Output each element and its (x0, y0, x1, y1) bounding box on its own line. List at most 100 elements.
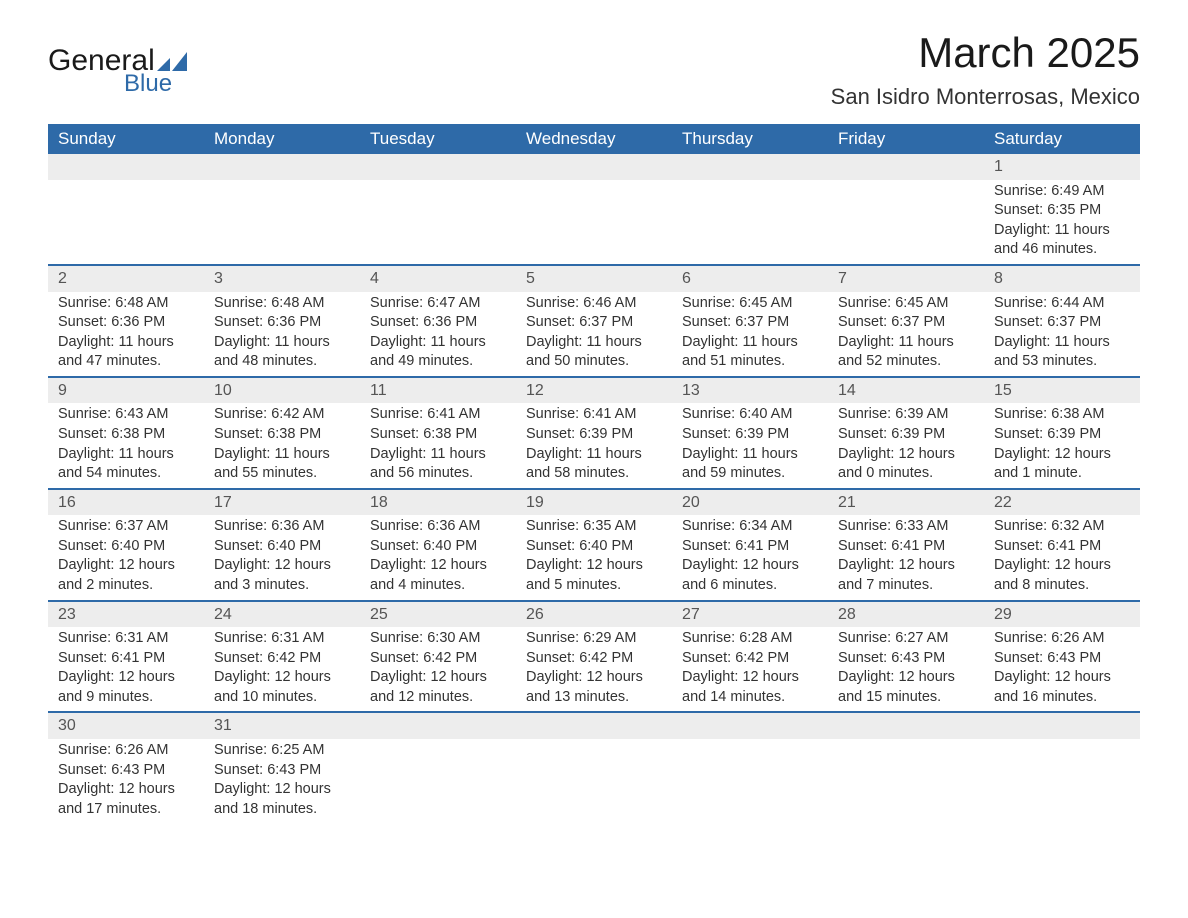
day-detail-cell: Sunrise: 6:36 AMSunset: 6:40 PMDaylight:… (360, 515, 516, 600)
sunrise-line: Sunrise: 6:27 AM (838, 629, 974, 649)
sunset-line: Sunset: 6:35 PM (994, 201, 1130, 221)
day-detail-cell: Sunrise: 6:44 AMSunset: 6:37 PMDaylight:… (984, 292, 1140, 377)
day-number-cell (984, 712, 1140, 739)
sunrise-line: Sunrise: 6:45 AM (682, 294, 818, 314)
day-detail-cell (672, 180, 828, 265)
sunset-line: Sunset: 6:43 PM (838, 649, 974, 669)
sunset-line: Sunset: 6:41 PM (682, 537, 818, 557)
daylight-line: Daylight: 12 hours and 9 minutes. (58, 668, 194, 707)
sunset-line: Sunset: 6:41 PM (838, 537, 974, 557)
daylight-line: Daylight: 12 hours and 8 minutes. (994, 556, 1130, 595)
sunrise-line: Sunrise: 6:47 AM (370, 294, 506, 314)
day-detail-cell: Sunrise: 6:43 AMSunset: 6:38 PMDaylight:… (48, 403, 204, 488)
weekday-header: Tuesday (360, 124, 516, 154)
sunrise-line: Sunrise: 6:46 AM (526, 294, 662, 314)
day-number-cell: 4 (360, 265, 516, 292)
daylight-line: Daylight: 12 hours and 3 minutes. (214, 556, 350, 595)
daylight-line: Daylight: 11 hours and 51 minutes. (682, 333, 818, 372)
sunset-line: Sunset: 6:40 PM (214, 537, 350, 557)
day-detail-cell: Sunrise: 6:34 AMSunset: 6:41 PMDaylight:… (672, 515, 828, 600)
daylight-line: Daylight: 11 hours and 55 minutes. (214, 445, 350, 484)
day-detail-cell: Sunrise: 6:48 AMSunset: 6:36 PMDaylight:… (204, 292, 360, 377)
day-detail-cell (672, 739, 828, 823)
daylight-line: Daylight: 12 hours and 16 minutes. (994, 668, 1130, 707)
week-daynum-row: 16171819202122 (48, 489, 1140, 516)
daylight-line: Daylight: 12 hours and 15 minutes. (838, 668, 974, 707)
day-number-cell: 14 (828, 377, 984, 404)
sunrise-line: Sunrise: 6:26 AM (994, 629, 1130, 649)
sunset-line: Sunset: 6:39 PM (994, 425, 1130, 445)
day-number-cell: 15 (984, 377, 1140, 404)
day-detail-cell: Sunrise: 6:26 AMSunset: 6:43 PMDaylight:… (984, 627, 1140, 712)
sunset-line: Sunset: 6:42 PM (682, 649, 818, 669)
sunset-line: Sunset: 6:37 PM (838, 313, 974, 333)
day-number-cell (672, 712, 828, 739)
sunset-line: Sunset: 6:40 PM (370, 537, 506, 557)
daylight-line: Daylight: 11 hours and 50 minutes. (526, 333, 662, 372)
day-number-cell: 30 (48, 712, 204, 739)
day-number-cell: 26 (516, 601, 672, 628)
day-detail-cell: Sunrise: 6:33 AMSunset: 6:41 PMDaylight:… (828, 515, 984, 600)
day-detail-cell: Sunrise: 6:40 AMSunset: 6:39 PMDaylight:… (672, 403, 828, 488)
sunset-line: Sunset: 6:36 PM (370, 313, 506, 333)
weekday-header: Saturday (984, 124, 1140, 154)
day-number-cell: 27 (672, 601, 828, 628)
daylight-line: Daylight: 12 hours and 4 minutes. (370, 556, 506, 595)
daylight-line: Daylight: 12 hours and 7 minutes. (838, 556, 974, 595)
sunset-line: Sunset: 6:40 PM (526, 537, 662, 557)
day-detail-cell: Sunrise: 6:28 AMSunset: 6:42 PMDaylight:… (672, 627, 828, 712)
sunrise-line: Sunrise: 6:25 AM (214, 741, 350, 761)
week-detail-row: Sunrise: 6:43 AMSunset: 6:38 PMDaylight:… (48, 403, 1140, 488)
sunset-line: Sunset: 6:42 PM (526, 649, 662, 669)
daylight-line: Daylight: 11 hours and 46 minutes. (994, 221, 1130, 260)
title-block: March 2025 San Isidro Monterrosas, Mexic… (831, 30, 1140, 110)
day-number-cell (828, 712, 984, 739)
day-detail-cell (204, 180, 360, 265)
daylight-line: Daylight: 12 hours and 5 minutes. (526, 556, 662, 595)
weekday-header: Wednesday (516, 124, 672, 154)
day-number-cell: 28 (828, 601, 984, 628)
sunrise-line: Sunrise: 6:35 AM (526, 517, 662, 537)
day-detail-cell: Sunrise: 6:42 AMSunset: 6:38 PMDaylight:… (204, 403, 360, 488)
daylight-line: Daylight: 12 hours and 14 minutes. (682, 668, 818, 707)
sunrise-line: Sunrise: 6:44 AM (994, 294, 1130, 314)
day-detail-cell: Sunrise: 6:41 AMSunset: 6:39 PMDaylight:… (516, 403, 672, 488)
sunset-line: Sunset: 6:37 PM (526, 313, 662, 333)
day-number-cell: 5 (516, 265, 672, 292)
sunrise-line: Sunrise: 6:37 AM (58, 517, 194, 537)
daylight-line: Daylight: 11 hours and 56 minutes. (370, 445, 506, 484)
day-number-cell (204, 154, 360, 180)
daylight-line: Daylight: 11 hours and 54 minutes. (58, 445, 194, 484)
sunrise-line: Sunrise: 6:31 AM (58, 629, 194, 649)
day-number-cell: 23 (48, 601, 204, 628)
day-detail-cell (516, 180, 672, 265)
day-detail-cell: Sunrise: 6:31 AMSunset: 6:42 PMDaylight:… (204, 627, 360, 712)
day-detail-cell: Sunrise: 6:32 AMSunset: 6:41 PMDaylight:… (984, 515, 1140, 600)
day-detail-cell: Sunrise: 6:26 AMSunset: 6:43 PMDaylight:… (48, 739, 204, 823)
weekday-header: Sunday (48, 124, 204, 154)
sunset-line: Sunset: 6:43 PM (214, 761, 350, 781)
day-detail-cell (48, 180, 204, 265)
day-number-cell: 6 (672, 265, 828, 292)
day-number-cell: 12 (516, 377, 672, 404)
sunrise-line: Sunrise: 6:48 AM (214, 294, 350, 314)
sunset-line: Sunset: 6:43 PM (994, 649, 1130, 669)
day-number-cell: 31 (204, 712, 360, 739)
day-detail-cell (360, 739, 516, 823)
day-number-cell: 19 (516, 489, 672, 516)
day-detail-cell: Sunrise: 6:38 AMSunset: 6:39 PMDaylight:… (984, 403, 1140, 488)
day-detail-cell: Sunrise: 6:25 AMSunset: 6:43 PMDaylight:… (204, 739, 360, 823)
day-number-cell: 11 (360, 377, 516, 404)
day-number-cell (360, 154, 516, 180)
day-number-cell (828, 154, 984, 180)
weekday-header: Friday (828, 124, 984, 154)
day-detail-cell: Sunrise: 6:48 AMSunset: 6:36 PMDaylight:… (48, 292, 204, 377)
sunset-line: Sunset: 6:43 PM (58, 761, 194, 781)
sunset-line: Sunset: 6:36 PM (58, 313, 194, 333)
day-detail-cell: Sunrise: 6:35 AMSunset: 6:40 PMDaylight:… (516, 515, 672, 600)
sunrise-line: Sunrise: 6:36 AM (370, 517, 506, 537)
daylight-line: Daylight: 12 hours and 2 minutes. (58, 556, 194, 595)
sunrise-line: Sunrise: 6:31 AM (214, 629, 350, 649)
day-number-cell: 16 (48, 489, 204, 516)
week-daynum-row: 9101112131415 (48, 377, 1140, 404)
